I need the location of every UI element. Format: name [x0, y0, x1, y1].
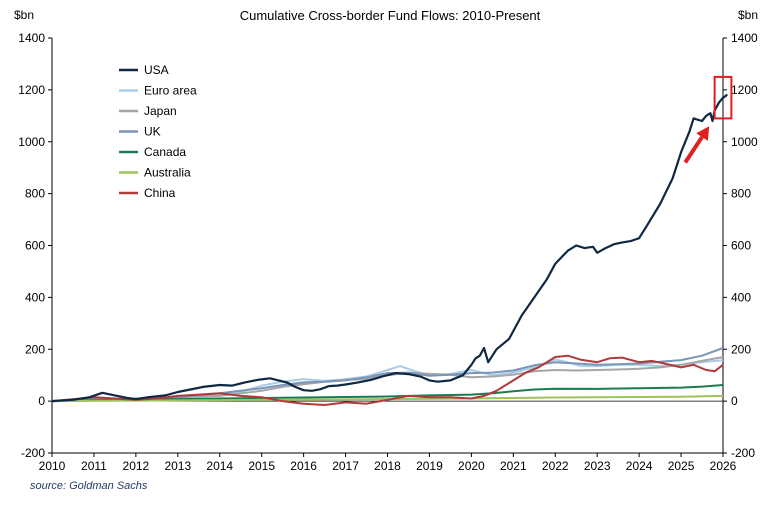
- x-tick-label: 2020: [458, 459, 485, 473]
- y-tick-label-right: 400: [731, 290, 751, 304]
- series-line-euro-area: [51, 358, 724, 403]
- legend-label-euro-area: Euro area: [144, 84, 197, 98]
- x-tick-label: 2023: [584, 459, 611, 473]
- x-tick-label: 2012: [123, 459, 150, 473]
- series-line-china: [51, 354, 724, 406]
- x-tick-label: 2022: [542, 459, 569, 473]
- x-tick-label: 2017: [332, 459, 359, 473]
- series-line-usa: [51, 93, 728, 403]
- highlight-box: [713, 75, 733, 120]
- y-tick-labels-left: 1400 1200 1000 800 600 400 200 0 -200: [18, 31, 45, 460]
- y-tick-label-right: -200: [731, 446, 755, 460]
- x-tick-labels: 2010 2011 2012 2013 2014 2015 2016 2017 2018 2019…: [39, 459, 737, 473]
- x-tick-label: 2010: [39, 459, 66, 473]
- x-tick-label: 2026: [710, 459, 737, 473]
- x-tick-label: 2024: [626, 459, 653, 473]
- y-tick-label-left: 0: [38, 394, 45, 408]
- x-tick-label: 2014: [206, 459, 233, 473]
- y-tick-label-left: 1000: [18, 135, 45, 149]
- y-tick-label-left: 1200: [18, 83, 45, 97]
- legend-label-uk: UK: [144, 125, 161, 139]
- legend-label-china: China: [144, 186, 176, 200]
- legend-label-usa: USA: [144, 63, 169, 77]
- y-tick-label-left: 200: [25, 342, 45, 356]
- y-tick-label-left: 1400: [18, 31, 45, 45]
- highlight-arrow-head: [696, 126, 710, 141]
- x-tick-label: 2011: [81, 459, 107, 473]
- x-tick-label: 2025: [668, 459, 695, 473]
- axes: [48, 37, 727, 457]
- y-tick-label-right: 1000: [731, 135, 758, 149]
- y-axis-label-right: $bn: [738, 8, 758, 22]
- y-tick-label-right: 200: [731, 342, 751, 356]
- series-lines: [51, 93, 728, 406]
- source-note: source: Goldman Sachs: [30, 480, 148, 492]
- x-tick-label: 2019: [416, 459, 443, 473]
- legend-label-japan: Japan: [144, 104, 177, 118]
- y-axis-label-left: $bn: [14, 8, 34, 22]
- annotation: [683, 75, 733, 164]
- chart-title: Cumulative Cross-border Fund Flows: 2010…: [240, 8, 541, 23]
- legend: USA Euro area Japan UK Canada Australia China: [119, 63, 197, 200]
- y-tick-label-left: 400: [25, 290, 45, 304]
- y-tick-label-right: 600: [731, 239, 751, 253]
- series-line-australia: [51, 394, 724, 403]
- series-line-canada: [51, 384, 724, 403]
- x-tick-label: 2013: [164, 459, 191, 473]
- x-tick-label: 2018: [374, 459, 401, 473]
- y-tick-label-right: 800: [731, 187, 751, 201]
- x-tick-label: 2016: [290, 459, 317, 473]
- y-tick-label-right: 1200: [731, 83, 758, 97]
- x-tick-label: 2021: [500, 459, 527, 473]
- x-tick-label: 2015: [248, 459, 275, 473]
- legend-label-canada: Canada: [144, 145, 186, 159]
- y-tick-labels-right: 1400 1200 1000 800 600 400 200 0 -200: [731, 31, 758, 460]
- y-tick-label-right: 0: [731, 394, 738, 408]
- highlight-arrow-shaft: [683, 135, 704, 164]
- y-tick-label-left: -200: [21, 446, 45, 460]
- y-tick-label-right: 1400: [731, 31, 758, 45]
- y-tick-label-left: 800: [25, 187, 45, 201]
- legend-label-australia: Australia: [144, 166, 191, 180]
- y-tick-label-left: 600: [25, 239, 45, 253]
- series-line-uk: [51, 347, 724, 403]
